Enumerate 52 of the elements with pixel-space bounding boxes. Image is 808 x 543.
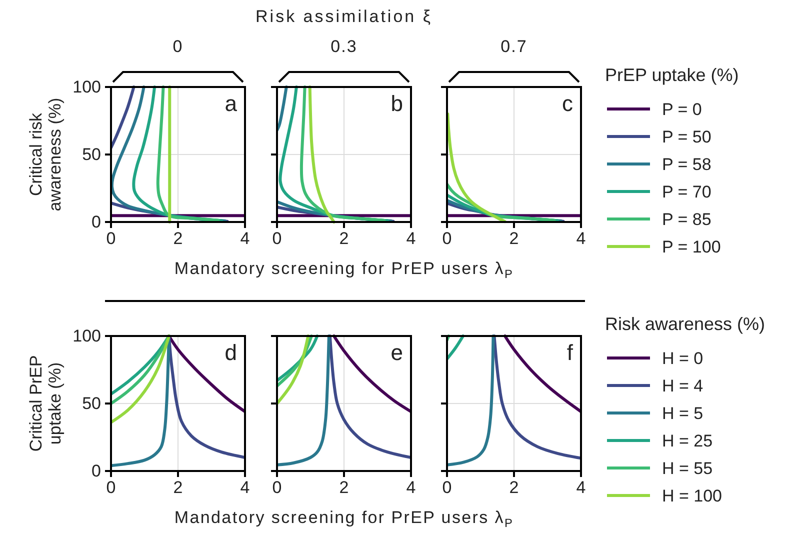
x-tick-label: 2 [173, 229, 183, 248]
y-tick-label: 0 [92, 212, 101, 232]
chart-subtitle: 0 [172, 37, 184, 56]
y-axis-title: Critical risk awareness (%) [26, 98, 64, 212]
x-tick-label: 0 [272, 229, 282, 248]
y-tick-label: 50 [82, 144, 101, 164]
chart-subtitle: 0.3 [330, 37, 358, 56]
legend-label: P = 70 [662, 182, 712, 202]
annotation: c [562, 91, 573, 116]
y-tick-label: 50 [82, 394, 101, 413]
x-tick-label: 0 [272, 478, 282, 498]
annotation: d [224, 340, 237, 365]
legend-title: Risk awareness (%) [605, 314, 766, 334]
legend-label: H = 5 [662, 404, 704, 423]
x-axis-title: Mandatory screening for PrEP users λ$_{P}$ [174, 508, 514, 530]
x-tick-label: 0 [442, 229, 452, 248]
legend-label: P = 50 [662, 128, 712, 146]
legend-label: P = 58 [662, 155, 712, 174]
x-tick-label: 4 [240, 478, 250, 498]
chart-subtitle: 0.7 [500, 37, 528, 56]
x-tick-label: 2 [339, 229, 349, 248]
y-tick-label: 0 [92, 461, 101, 480]
chart-title: Risk assimilation ξ [256, 7, 432, 26]
x-tick-label: 0 [106, 478, 116, 498]
x-tick-label: 4 [576, 229, 586, 248]
legend-label: H = 25 [662, 432, 713, 450]
x-tick-label: 4 [406, 229, 416, 248]
annotation: e [390, 340, 403, 365]
legend-label: H = 100 [662, 486, 722, 506]
x-tick-label: 2 [509, 229, 519, 248]
x-tick-label: 2 [173, 478, 183, 498]
legend-label: P = 0 [662, 100, 702, 119]
x-axis-title: Mandatory screening for PrEP users λ$_{P}$ [174, 259, 514, 281]
x-tick-label: 2 [509, 478, 519, 498]
x-tick-label: 4 [406, 478, 416, 498]
x-tick-label: 4 [576, 478, 586, 498]
legend-label: H = 55 [662, 459, 713, 478]
legend-label: H = 0 [662, 349, 704, 368]
y-tick-label: 100 [72, 77, 101, 96]
legend-label: H = 4 [662, 376, 704, 396]
y-tick-label: 100 [72, 326, 101, 346]
x-tick-label: 0 [106, 229, 116, 248]
legend-label: P = 85 [662, 210, 712, 229]
x-tick-label: 4 [240, 229, 250, 248]
legend-label: P = 100 [662, 238, 721, 256]
annotation: b [390, 91, 403, 116]
x-tick-label: 2 [339, 478, 349, 498]
annotation: f [566, 340, 574, 365]
annotation: a [224, 91, 238, 116]
legend-title: PrEP uptake (%) [605, 65, 739, 85]
y-axis-title: Critical PrEP uptake (%) [26, 355, 64, 452]
x-tick-label: 0 [442, 478, 452, 498]
